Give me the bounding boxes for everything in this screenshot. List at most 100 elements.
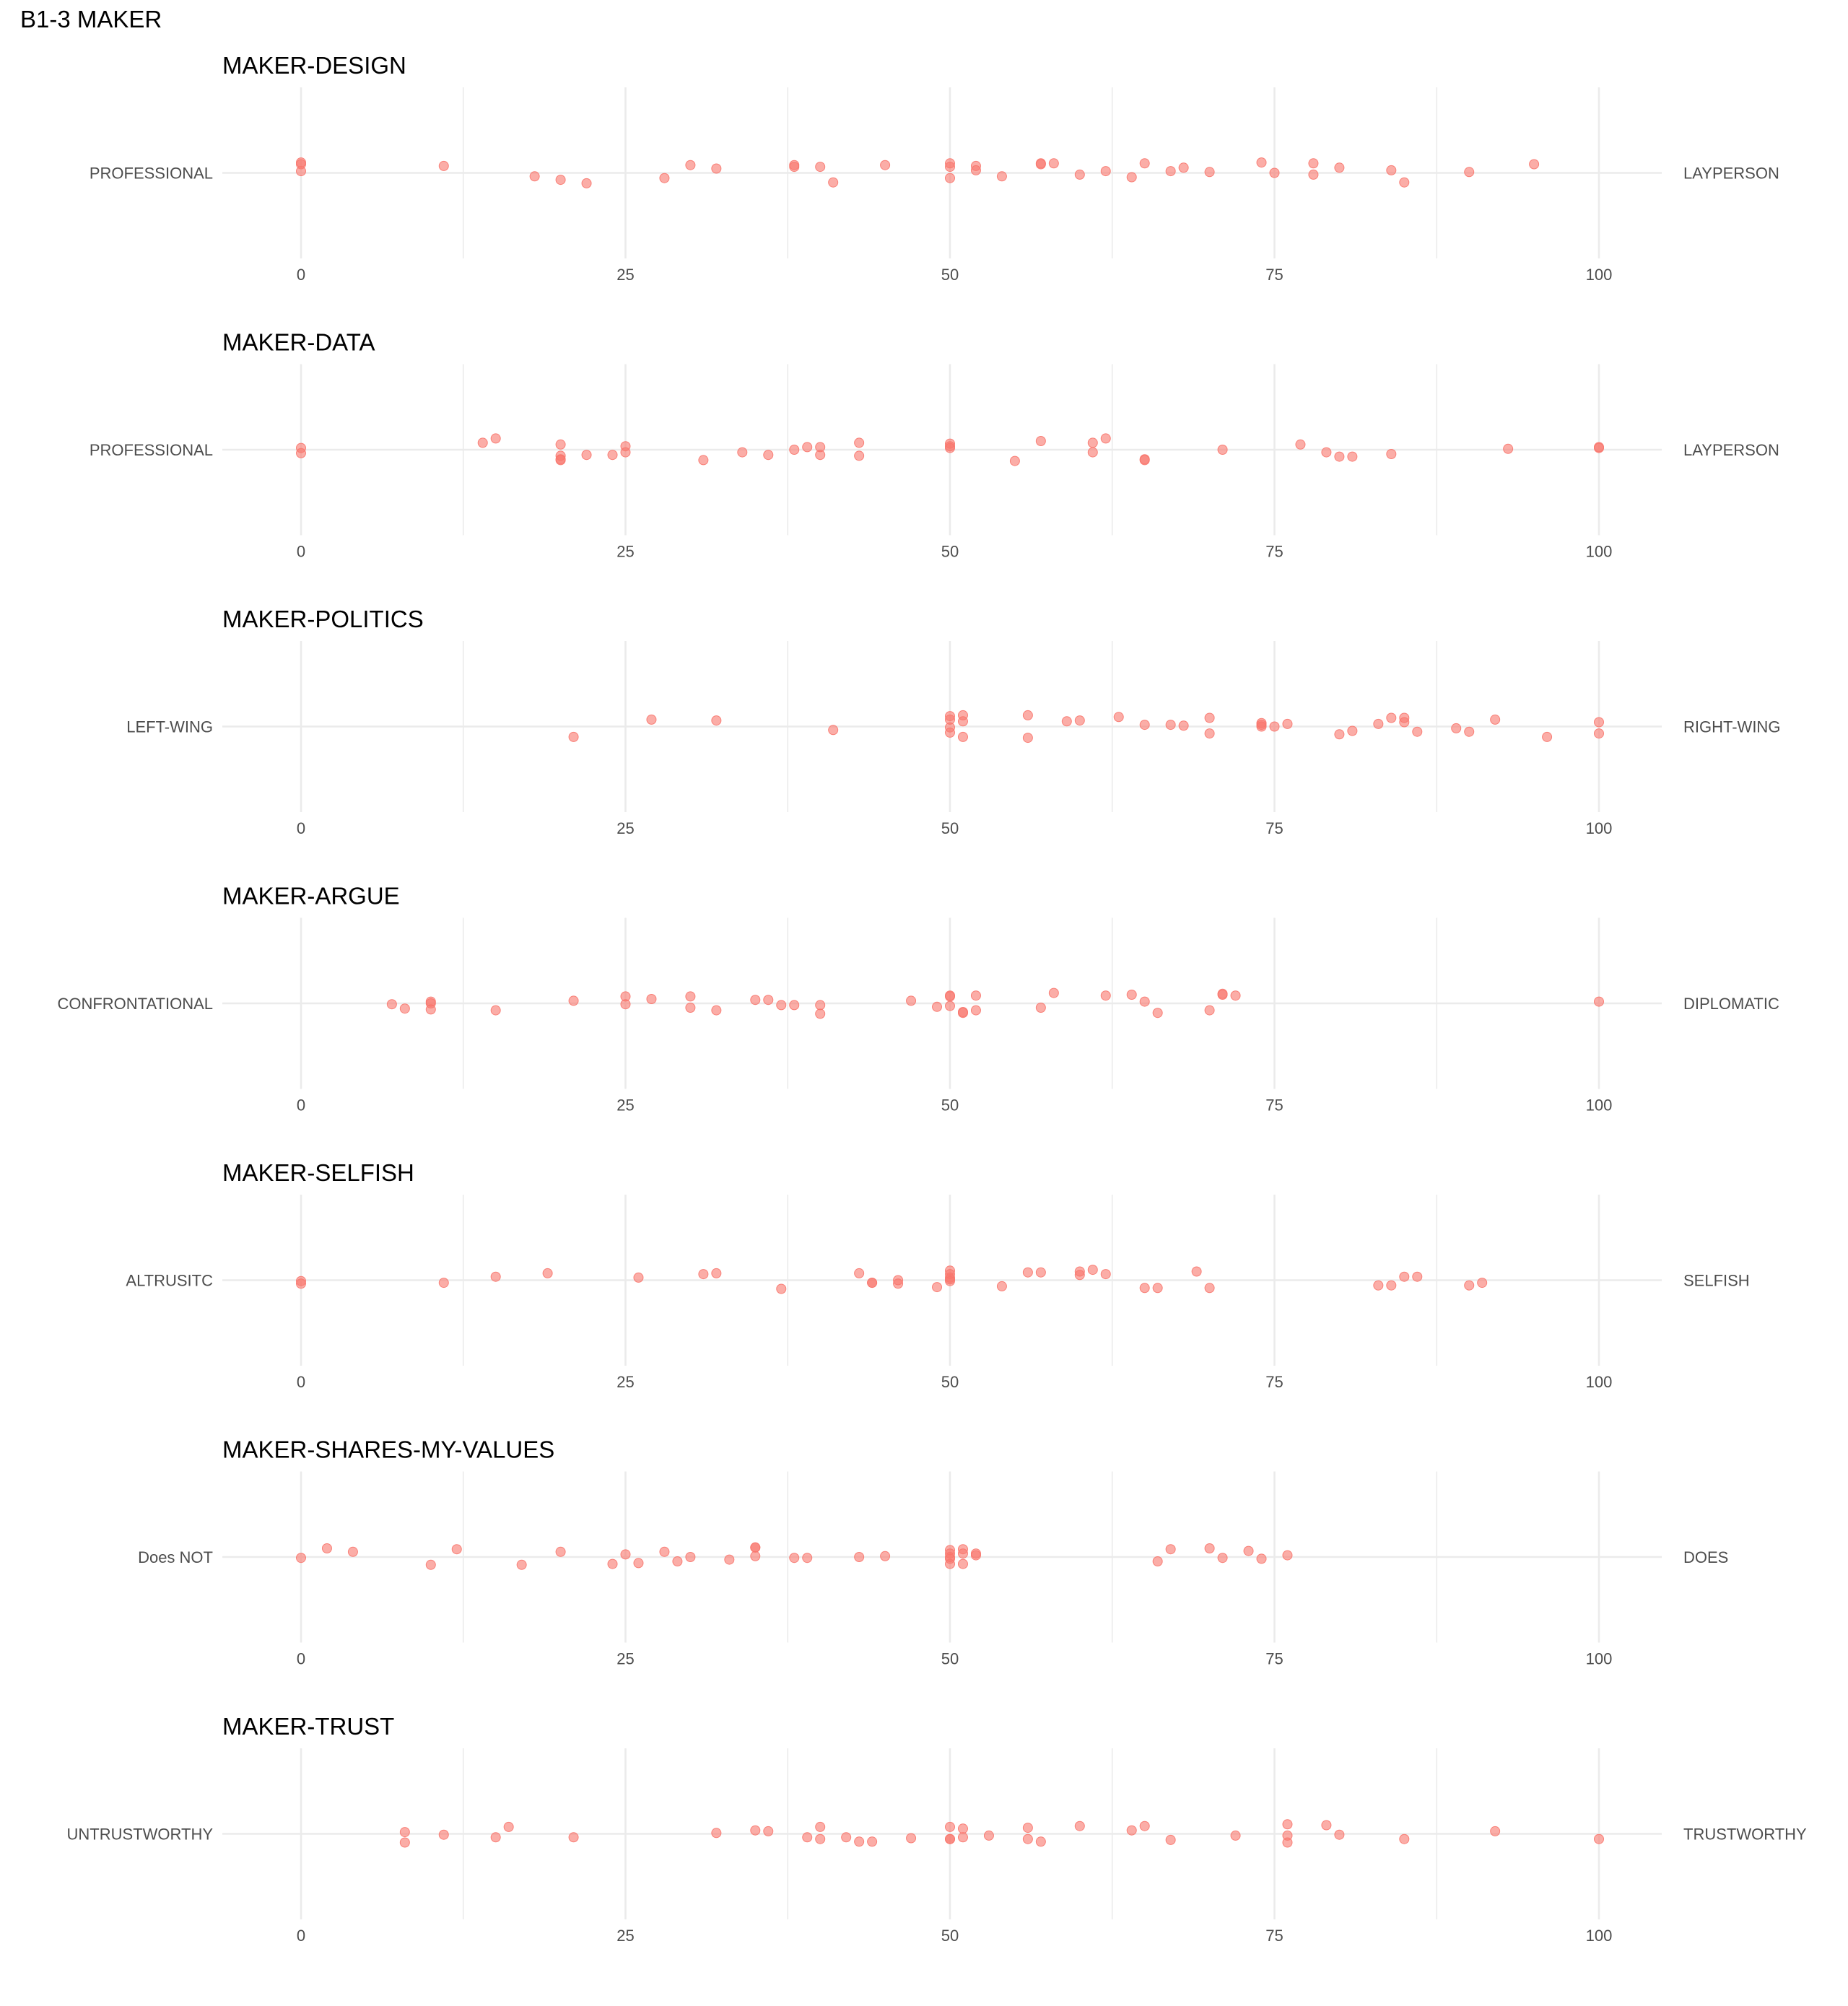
data-point xyxy=(711,1005,722,1016)
data-point xyxy=(970,990,981,1001)
data-point xyxy=(659,1546,670,1557)
data-point xyxy=(296,442,306,453)
data-point xyxy=(1022,1267,1033,1278)
data-point xyxy=(1334,729,1345,740)
data-point xyxy=(1022,1833,1033,1844)
left-label: UNTRUSTWORTHY xyxy=(67,1826,214,1844)
data-point xyxy=(451,1544,462,1555)
x-tick-label: 50 xyxy=(941,266,959,284)
data-point xyxy=(1295,439,1306,450)
x-tick-label: 50 xyxy=(941,1650,959,1668)
data-point xyxy=(880,160,891,170)
right-label: LAYPERSON xyxy=(1683,441,1779,459)
data-point xyxy=(620,999,631,1010)
data-point xyxy=(945,1833,955,1844)
data-point xyxy=(802,1553,813,1564)
data-point xyxy=(867,1836,878,1847)
data-point xyxy=(996,171,1007,182)
data-point xyxy=(1451,723,1462,733)
x-tick-label: 100 xyxy=(1586,1373,1613,1391)
data-point xyxy=(1308,158,1319,169)
data-point xyxy=(983,1830,994,1841)
data-point xyxy=(1087,437,1098,448)
data-point xyxy=(1178,162,1189,173)
panel-2: MAKER-DATA PROFESSIONAL LAYPERSON 0 25 50 75 10… xyxy=(90,329,1779,561)
data-point xyxy=(945,1821,955,1832)
x-tick-label: 25 xyxy=(616,1373,634,1391)
data-point xyxy=(1542,731,1553,742)
data-point xyxy=(633,1272,644,1283)
data-point xyxy=(880,1551,891,1561)
data-point xyxy=(1464,1280,1475,1291)
data-point xyxy=(581,450,592,461)
x-tick-label: 100 xyxy=(1586,543,1613,561)
data-point xyxy=(945,1552,955,1562)
data-point xyxy=(490,1005,501,1016)
data-point xyxy=(1100,166,1111,177)
data-point xyxy=(763,1826,774,1836)
panel-title: MAKER-POLITICS xyxy=(222,606,424,632)
data-point xyxy=(957,731,968,742)
data-point xyxy=(1022,1823,1033,1833)
data-point xyxy=(672,1556,683,1566)
data-point xyxy=(763,995,774,1006)
data-point xyxy=(996,1281,1007,1291)
data-point xyxy=(957,710,968,720)
data-point xyxy=(1217,1553,1228,1564)
data-point xyxy=(529,171,540,182)
x-tick-label: 0 xyxy=(297,1927,305,1945)
data-point xyxy=(1464,167,1475,178)
data-point xyxy=(1269,167,1280,178)
data-point xyxy=(568,1832,579,1843)
data-point xyxy=(906,1833,917,1844)
left-label: ALTRUSITC xyxy=(126,1272,213,1290)
data-point xyxy=(1035,436,1046,446)
data-point xyxy=(347,1546,358,1557)
data-point xyxy=(1204,167,1215,178)
data-point xyxy=(970,1548,981,1559)
data-point xyxy=(1282,718,1293,729)
data-point xyxy=(945,1275,955,1286)
data-point xyxy=(1334,162,1345,173)
data-point xyxy=(1022,710,1033,720)
data-point xyxy=(828,177,839,188)
data-point xyxy=(646,994,657,1004)
x-tick-label: 75 xyxy=(1265,1650,1283,1668)
figure-title: B1-3 MAKER xyxy=(20,6,162,32)
panel-3: MAKER-POLITICS LEFT-WING RIGHT-WING 0 25 50 75… xyxy=(126,606,1780,837)
data-point xyxy=(802,442,813,453)
data-point xyxy=(1594,1833,1604,1844)
panel-5: MAKER-SELFISH ALTRUSITC SELFISH 0 25 50 75 100 xyxy=(126,1159,1749,1391)
data-point xyxy=(685,1552,696,1562)
panel-7: MAKER-TRUST UNTRUSTWORTHY TRUSTWORTHY 0 25 50… xyxy=(67,1713,1807,1945)
x-tick-label: 100 xyxy=(1586,1650,1613,1668)
data-point xyxy=(1074,169,1085,180)
data-point xyxy=(854,1836,865,1847)
data-point xyxy=(555,454,566,465)
x-tick-label: 0 xyxy=(297,1096,305,1115)
data-point xyxy=(1217,445,1228,455)
data-point xyxy=(399,1827,410,1838)
data-point xyxy=(1334,451,1345,462)
data-point xyxy=(1386,449,1397,459)
data-point xyxy=(1399,1833,1410,1844)
data-point xyxy=(789,445,800,455)
data-point xyxy=(1074,1270,1085,1281)
data-point xyxy=(1191,1266,1202,1277)
data-point xyxy=(555,175,566,186)
data-point xyxy=(1399,712,1410,723)
data-point xyxy=(1152,1008,1163,1019)
data-point xyxy=(386,999,397,1010)
x-tick-label: 75 xyxy=(1265,1927,1283,1945)
data-point xyxy=(607,450,618,461)
data-point xyxy=(763,450,774,461)
data-point xyxy=(711,1268,722,1278)
data-point xyxy=(581,178,592,188)
panel-title: MAKER-SELFISH xyxy=(222,1159,414,1186)
data-point xyxy=(1256,1553,1267,1564)
data-point xyxy=(620,1549,631,1560)
x-tick-label: 25 xyxy=(616,543,634,561)
x-tick-label: 25 xyxy=(616,819,634,837)
x-tick-label: 75 xyxy=(1265,543,1283,561)
